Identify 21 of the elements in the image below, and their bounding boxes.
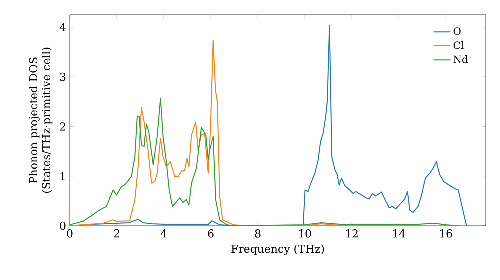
legend-label: O <box>454 28 461 36</box>
x-axis-title: Frequency (THz) <box>232 244 324 256</box>
x-tick-label: 4 <box>160 230 167 238</box>
y-tick-label: 2 <box>60 122 66 131</box>
y-tick-label: 1 <box>60 172 65 180</box>
x-tick-label: 14 <box>393 230 406 238</box>
y-tick-label: 0 <box>60 222 66 230</box>
y-tick-label: 4 <box>60 23 66 32</box>
line-series <box>70 98 458 226</box>
y-axis-title: Phonon projected DOS (States/THz·primitive cell) <box>29 48 53 194</box>
x-tick-label: 2 <box>114 230 120 238</box>
x-tick-label: 6 <box>208 230 214 238</box>
line-series <box>70 40 353 226</box>
x-tick-label: 8 <box>255 230 261 238</box>
legend-label: Nd <box>454 56 468 64</box>
x-tick-label: 10 <box>299 230 312 238</box>
x-tick-label: 12 <box>346 230 358 238</box>
legend-label: Cl <box>454 41 464 50</box>
x-tick-label: 16 <box>440 230 452 238</box>
y-tick-label: 3 <box>60 72 66 82</box>
x-tick-label: 0 <box>67 230 73 238</box>
